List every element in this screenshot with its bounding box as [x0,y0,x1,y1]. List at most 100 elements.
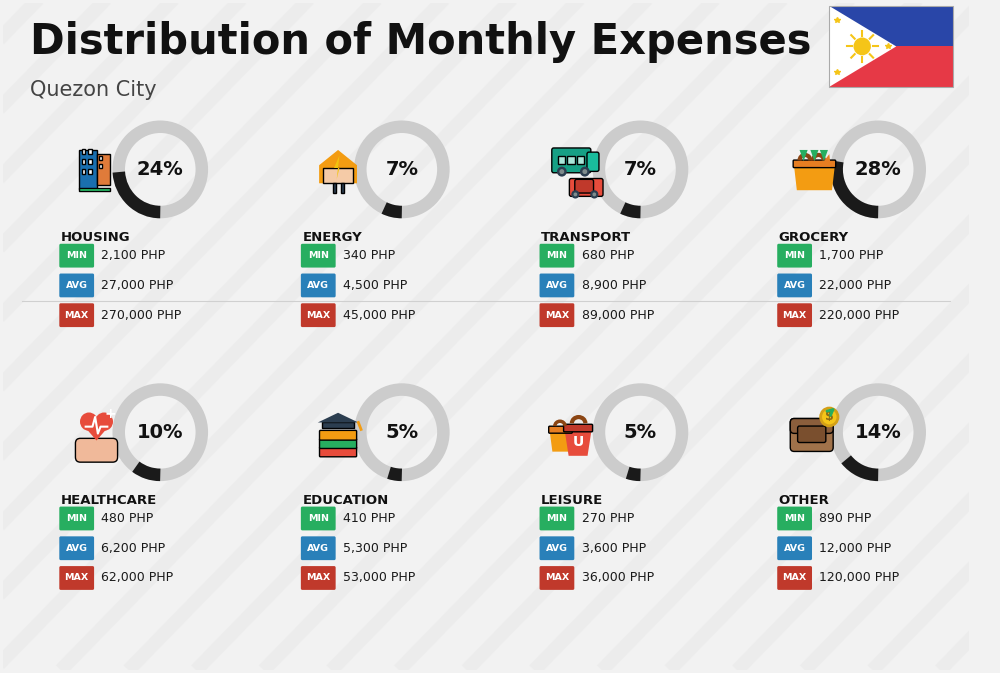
FancyBboxPatch shape [320,439,357,448]
FancyBboxPatch shape [540,244,574,268]
FancyBboxPatch shape [552,148,591,173]
Text: LEISURE: LEISURE [541,494,603,507]
Circle shape [571,190,579,199]
FancyBboxPatch shape [301,273,336,297]
Text: Quezon City: Quezon City [30,80,156,100]
Polygon shape [80,422,113,441]
FancyBboxPatch shape [540,304,574,327]
Circle shape [557,167,567,176]
Text: MIN: MIN [66,514,87,523]
FancyBboxPatch shape [88,149,92,154]
Circle shape [559,169,564,174]
FancyBboxPatch shape [301,244,336,268]
FancyBboxPatch shape [341,183,344,193]
Text: 5%: 5% [624,423,657,441]
FancyBboxPatch shape [301,566,336,590]
FancyBboxPatch shape [79,188,110,191]
FancyBboxPatch shape [333,183,336,193]
FancyBboxPatch shape [59,536,94,560]
Text: 8,900 PHP: 8,900 PHP [582,279,646,292]
FancyBboxPatch shape [798,426,826,443]
Text: +: + [104,407,116,421]
Text: 7%: 7% [624,160,657,179]
Circle shape [95,413,113,431]
Text: 89,000 PHP: 89,000 PHP [582,309,654,322]
Text: 5,300 PHP: 5,300 PHP [343,542,407,555]
Text: MIN: MIN [546,514,567,523]
Text: AVG: AVG [784,544,806,553]
Polygon shape [820,150,828,161]
FancyBboxPatch shape [829,6,953,87]
FancyBboxPatch shape [777,244,812,268]
Polygon shape [829,6,896,87]
Circle shape [582,169,587,174]
Text: OTHER: OTHER [779,494,830,507]
Text: AVG: AVG [66,544,88,553]
FancyBboxPatch shape [97,154,110,184]
FancyBboxPatch shape [301,304,336,327]
FancyBboxPatch shape [540,273,574,297]
FancyBboxPatch shape [59,507,94,530]
Text: MAX: MAX [545,311,569,320]
Polygon shape [318,413,358,423]
Text: 62,000 PHP: 62,000 PHP [101,571,173,584]
FancyBboxPatch shape [829,6,953,46]
Polygon shape [794,167,835,190]
Text: AVG: AVG [546,544,568,553]
Text: MIN: MIN [784,514,805,523]
FancyBboxPatch shape [82,159,85,164]
Text: 22,000 PHP: 22,000 PHP [819,279,891,292]
FancyBboxPatch shape [777,566,812,590]
FancyBboxPatch shape [777,507,812,530]
Polygon shape [565,429,592,456]
Circle shape [580,167,590,176]
FancyBboxPatch shape [301,507,336,530]
Text: MAX: MAX [65,573,89,583]
Text: 890 PHP: 890 PHP [819,512,872,525]
Text: MIN: MIN [784,251,805,260]
Text: MIN: MIN [308,514,329,523]
Text: MAX: MAX [545,573,569,583]
Text: EDUCATION: EDUCATION [302,494,389,507]
Text: 24%: 24% [137,160,184,179]
FancyBboxPatch shape [59,304,94,327]
Text: 120,000 PHP: 120,000 PHP [819,571,899,584]
FancyBboxPatch shape [59,273,94,297]
FancyBboxPatch shape [790,419,833,452]
Circle shape [573,192,577,197]
FancyBboxPatch shape [777,273,812,297]
Text: 12,000 PHP: 12,000 PHP [819,542,891,555]
Text: AVG: AVG [546,281,568,290]
Text: MAX: MAX [306,573,330,583]
Text: 10%: 10% [137,423,184,441]
Text: 220,000 PHP: 220,000 PHP [819,309,899,322]
Polygon shape [800,150,808,161]
Polygon shape [810,150,818,161]
FancyBboxPatch shape [99,164,102,168]
FancyBboxPatch shape [59,244,94,268]
Text: 45,000 PHP: 45,000 PHP [343,309,415,322]
FancyBboxPatch shape [301,536,336,560]
FancyBboxPatch shape [540,566,574,590]
Text: HEALTHCARE: HEALTHCARE [61,494,157,507]
Text: MAX: MAX [306,311,330,320]
FancyBboxPatch shape [322,423,354,428]
Text: 4,500 PHP: 4,500 PHP [343,279,407,292]
FancyBboxPatch shape [59,566,94,590]
Text: 36,000 PHP: 36,000 PHP [582,571,654,584]
Text: 27,000 PHP: 27,000 PHP [101,279,174,292]
Text: $: $ [825,411,834,423]
Text: 1,700 PHP: 1,700 PHP [819,249,884,262]
Text: 680 PHP: 680 PHP [582,249,634,262]
FancyBboxPatch shape [829,46,953,87]
FancyBboxPatch shape [587,152,599,172]
FancyBboxPatch shape [540,536,574,560]
Text: 28%: 28% [855,160,902,179]
Text: 480 PHP: 480 PHP [101,512,154,525]
Text: MAX: MAX [65,311,89,320]
FancyBboxPatch shape [558,155,565,164]
Text: TRANSPORT: TRANSPORT [541,231,631,244]
Text: ENERGY: ENERGY [302,231,362,244]
Text: Distribution of Monthly Expenses: Distribution of Monthly Expenses [30,21,811,63]
Text: MAX: MAX [782,573,807,583]
